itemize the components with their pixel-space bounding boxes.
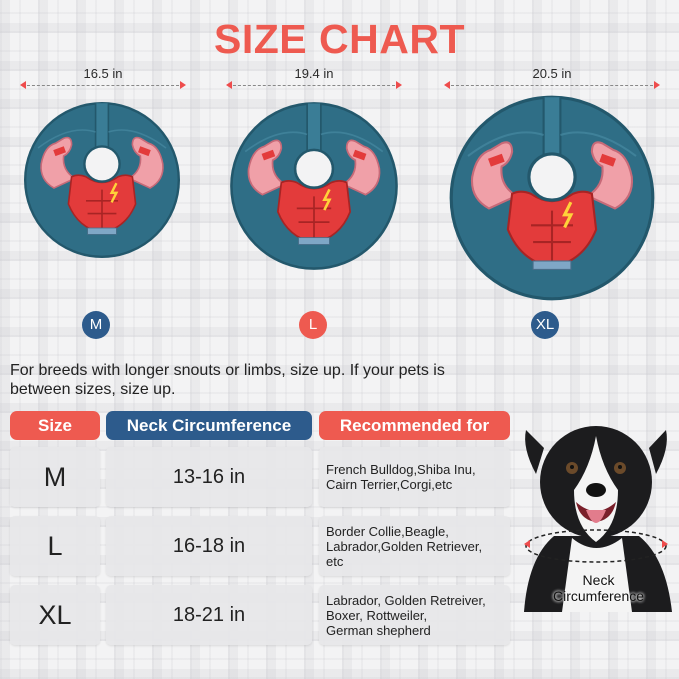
cell-recommended-xl: Labrador, Golden Retreiver, Boxer, Rottw… [319,585,510,645]
dimension-line [444,81,660,89]
neck-label-line: Neck [582,572,615,588]
width-dimension-xl: 20.5 in [444,66,660,96]
sizing-note: For breeds with longer snouts or limbs, … [10,362,445,398]
dimension-line [226,81,402,89]
recommended-line: German shepherd [326,622,431,638]
cell-recommended-l: Border Collie,Beagle, Labrador,Golden Re… [319,516,510,576]
recommended-line: Labrador, Golden Retreiver, [326,592,486,608]
cell-neck-m: 13-16 in [106,447,312,507]
header-neck-circumference: Neck Circumference [106,411,312,440]
width-label-m: 16.5 in [83,66,123,81]
dog-photo [524,426,672,612]
width-dimension-m: 16.5 in [20,66,186,96]
recommended-line: etc [326,553,344,569]
width-label-l: 19.4 in [294,66,334,81]
recommended-line: Cairn Terrier,Corgi,etc [326,477,453,492]
cell-neck-l: 16-18 in [106,516,312,576]
cone-image-m [22,100,182,260]
header-size: Size [10,411,100,440]
cell-size-l: L [10,516,100,576]
header-recommended-for: Recommended for [319,411,510,440]
neck-label-line: Circumference [552,588,645,604]
recommended-line: Border Collie,Beagle, [326,523,449,539]
dimension-line [20,81,186,89]
width-dimension-l: 19.4 in [226,66,402,96]
cone-image-xl [447,93,657,303]
cell-size-xl: XL [10,585,100,645]
size-badge-l: L [299,311,327,339]
cell-size-m: M [10,447,100,507]
neck-circumference-label: Neck Circumference [520,572,677,604]
width-label-xl: 20.5 in [532,66,572,81]
recommended-line: Boxer, Rottweiler, [326,607,428,623]
recommended-line: French Bulldog,Shiba Inu, [326,462,476,477]
size-chart-title: SIZE CHART [214,16,465,62]
cell-recommended-m: French Bulldog,Shiba Inu, Cairn Terrier,… [319,447,510,507]
size-badge-m: M [82,311,110,339]
recommended-line: Labrador,Golden Retriever, [326,538,483,554]
cone-image-l [228,100,400,272]
size-badge-xl: XL [531,311,559,339]
cell-neck-xl: 18-21 in [106,585,312,645]
